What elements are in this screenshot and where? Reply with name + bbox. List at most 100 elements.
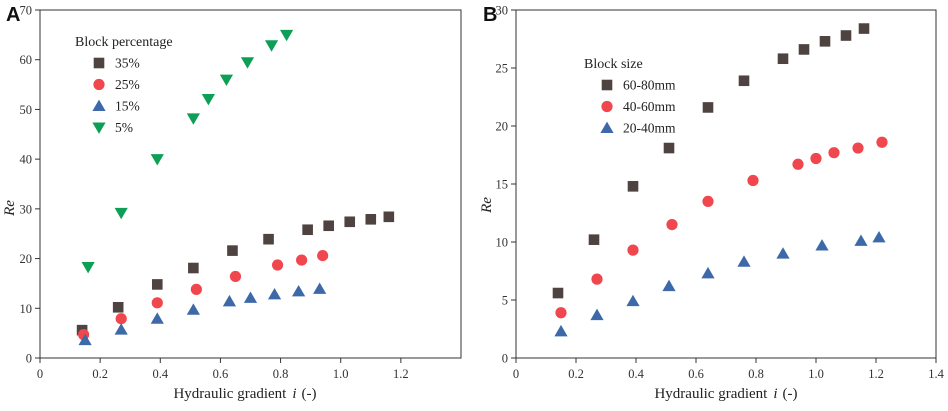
panel-b-x-tick-label: 0.4 [628,367,644,381]
panel-a-point-25 [317,249,329,262]
panel-b-x-tick-label: 0.2 [568,367,584,381]
panel-b-axes: 0 0.2 0.4 0.6 0.8 1.0 1.2 1.4 0 5 10 15 20 25 30 [496,4,945,382]
panel-b-point-20-40mm [701,266,715,279]
panel-a-label: A [6,4,20,26]
panel-a-y-tick-label: 0 [26,352,32,366]
panel-a-y-axis-title: Re [2,200,18,217]
panel-b-plot-frame [515,9,937,359]
panel-a-legend-title: Block percentage [75,35,173,50]
panel-b-point-20-40mm [737,255,751,267]
panel-b-legend-marker-60-80mm [601,79,613,91]
panel-b-x-tick-label: 0.8 [748,367,764,381]
panel-b-y-tick-label: 5 [502,294,508,308]
panel-a-point-25 [271,259,284,271]
panel-b-legend-entry-20-40mm: 20-40mm [623,121,676,136]
panel-a-point-35 [263,233,274,245]
panel-b-point-40-60mm [792,158,804,170]
panel-b-point-60-80mm [588,234,600,245]
panel-b-point-60-80mm [858,23,870,34]
panel-a-point-25 [190,283,202,295]
panel-a-legend-entry-15: 15% [115,99,140,114]
panel-b-point-60-80mm [702,102,714,113]
panel-b-point-20-40mm [815,239,829,251]
panel-b-x-tick-label: 0 [513,367,519,381]
panel-a-point-5 [114,207,128,220]
panel-b-point-20-40mm [872,230,886,243]
panel-a-point-15 [222,294,237,307]
panel-a-legend-marker-25 [93,78,105,91]
panel-a-point-5 [201,93,215,106]
panel-b-point-40-60mm [828,147,840,159]
panel-a-point-5 [240,57,255,69]
panel-b-legend-marker-40-60mm [601,100,613,113]
panel-a-x-axis-title: Hydraulic gradient i (-) [173,386,316,402]
panel-a-point-15 [186,303,200,315]
panel-b-legend-title: Block size [584,57,643,72]
panel-a-point-35 [365,213,377,225]
panel-b-legend-entry-40-60mm: 40-60mm [623,99,676,114]
panel-a-y-tick-label: 30 [20,202,33,216]
panel-a-legend-marker-35 [93,57,105,69]
panel-a-x-axis-title-text: Hydraulic gradient [173,386,287,402]
panel-a-y-tick-label: 50 [20,103,33,117]
panel-a-legend-entry-5: 5% [115,120,133,135]
panel-a-point-35 [151,279,163,290]
panel-a-point-5 [81,262,95,274]
panel-b-legend-marker-20-40mm [600,121,614,133]
panel-a-point-15 [243,291,258,303]
panel-a-legend: Block percentage 35% 25% 15% 5% [75,35,173,135]
panel-a-point-15 [313,282,327,294]
panel-b-legend-entry-60-80mm: 60-80mm [623,78,676,93]
panel-a-point-15 [78,333,92,346]
panel-b-point-40-60mm [666,219,678,231]
panel-a-point-35 [188,262,199,274]
panel-a-x-axis-title-unit: (-) [302,386,317,402]
panel-a-point-15 [150,312,164,324]
panel-a-point-35 [302,224,313,236]
panel-a-legend-entry-25: 25% [115,77,140,92]
panel-a-point-35 [323,220,334,232]
panel-a-point-35 [227,245,238,256]
panel-a-point-5 [219,74,234,86]
panel-a-point-15 [267,287,282,300]
panel-a-point-35 [112,301,124,313]
panel-a-point-25 [115,313,127,325]
panel-b-point-60-80mm [663,142,675,154]
panel-a-y-tick-label: 20 [20,252,33,266]
panel-b-point-60-80mm [777,53,789,65]
panel-b-y-tick-label: 30 [496,4,509,18]
panel-a-y-tick-label: 70 [20,4,33,18]
panel-b-point-40-60mm [555,307,567,319]
panel-b-x-tick-label: 1.2 [868,367,884,381]
panel-b-point-60-80mm [627,181,639,192]
panel-b-x-tick-label: 0.6 [688,367,704,381]
panel-a-y-tick-label: 40 [20,153,33,167]
panel-b-x-axis-title: Hydraulic gradient i (-) [654,386,797,402]
panel-b-point-60-80mm [819,36,831,47]
panel-b-point-40-60mm [852,142,864,154]
panel-a-x-axis-title-var: i [292,386,296,402]
panel-a-point-15 [114,323,128,335]
panel-a-point-25 [229,270,242,283]
panel-b-point-40-60mm [747,174,759,187]
panel-b-point-20-40mm [776,247,790,259]
panel-b-x-tick-label: 1.0 [808,367,824,381]
panel-b-x-axis-title-unit: (-) [783,386,798,402]
panel-a-y-tick-label: 60 [20,53,33,67]
panel-a-x-tick-label: 0.2 [92,367,108,381]
panel-b-x-axis-title-var: i [773,386,777,402]
panel-a-x-tick-label: 0.8 [273,367,289,381]
panel-b-point-40-60mm [810,152,822,165]
panel-a-data-points [76,29,395,346]
panel-b-point-20-40mm [590,308,604,321]
panel-a-axes: 0 0.2 0.4 0.6 0.8 1.0 1.2 0 10 20 30 40 50 60 70 [20,4,462,381]
panel-b-point-20-40mm [626,294,640,307]
panel-a-x-tick-label: 1.0 [333,367,349,381]
panel-a-point-35 [344,216,356,228]
panel-b-point-40-60mm [627,244,639,256]
panel-a-point-25 [296,254,308,266]
panel-b-point-40-60mm [591,273,603,285]
panel-b-point-20-40mm [854,234,868,246]
